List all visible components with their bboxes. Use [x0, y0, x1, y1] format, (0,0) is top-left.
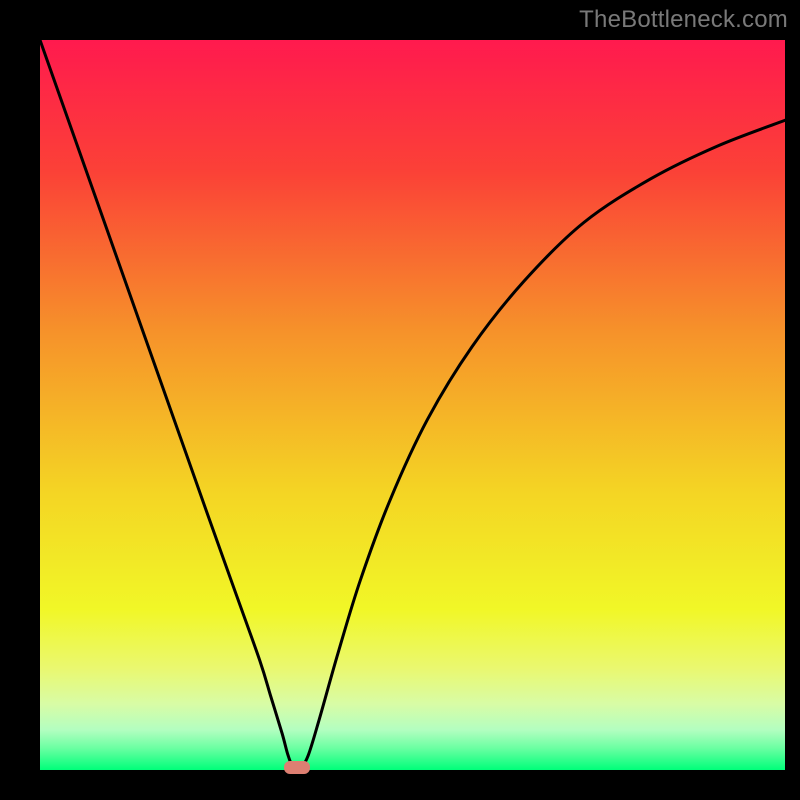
minimum-marker: [284, 761, 310, 774]
chart-container: TheBottleneck.com: [0, 0, 800, 800]
watermark-text: TheBottleneck.com: [579, 6, 788, 34]
chart-curve-svg: [40, 40, 785, 770]
chart-curve: [40, 40, 785, 769]
